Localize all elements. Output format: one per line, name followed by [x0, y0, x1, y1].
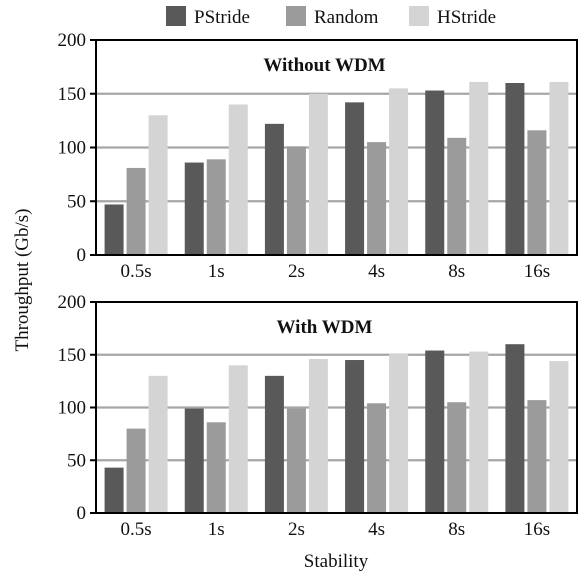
legend: PStride Random HStride	[166, 6, 496, 28]
y-tick-label: 50	[67, 450, 86, 471]
panel-title: Without WDM	[263, 55, 385, 76]
x-tick-label: 0.5s	[121, 519, 152, 540]
bar-random-4s	[367, 142, 387, 255]
legend-swatch-random	[286, 6, 306, 26]
bar-pstride-16s	[505, 344, 525, 513]
bar-random-0-5s	[126, 167, 146, 255]
panel-title: With WDM	[277, 317, 373, 338]
y-tick-label: 100	[58, 398, 87, 419]
y-tick-label: 200	[58, 30, 87, 51]
bar-hstride-16s	[549, 81, 569, 255]
bar-random-8s	[447, 137, 467, 255]
bar-hstride-1s	[228, 104, 248, 255]
y-tick-label: 150	[58, 84, 87, 105]
y-tick-label: 200	[58, 292, 87, 313]
y-tick-label: 0	[77, 245, 87, 266]
bar-hstride-4s	[389, 88, 409, 255]
x-tick-label: 16s	[524, 261, 550, 282]
bar-random-2s	[286, 146, 306, 255]
x-tick-label: 4s	[368, 519, 385, 540]
bar-pstride-4s	[345, 102, 365, 255]
x-tick-label: 2s	[288, 261, 305, 282]
bar-hstride-2s	[308, 93, 328, 255]
bar-pstride-2s	[264, 375, 284, 513]
bar-hstride-1s	[228, 365, 248, 513]
legend-swatch-pstride	[166, 6, 186, 26]
bar-pstride-0-5s	[104, 467, 124, 513]
x-tick-label: 16s	[524, 519, 550, 540]
x-tick-label: 8s	[448, 519, 465, 540]
bar-pstride-2s	[264, 123, 284, 255]
legend-label-pstride: PStride	[194, 7, 250, 28]
panel-with-wdm: 0.5s 1s 2s 4s 8s 16s 0 50 100 150 200 With WDM	[58, 292, 578, 540]
legend-entry-random: Random	[286, 6, 379, 28]
panel-without-wdm: 0.5s 1s 2s 4s 8s 16s 0 50 100 150 200 Without WDM	[58, 30, 578, 282]
bar-random-4s	[367, 403, 387, 513]
bar-hstride-2s	[308, 358, 328, 513]
y-axis-label: Throughput (Gb/s)	[12, 208, 33, 351]
legend-entry-pstride: PStride	[166, 6, 250, 28]
legend-label-hstride: HStride	[437, 7, 496, 28]
y-tick-label: 0	[77, 503, 87, 524]
bar-random-1s	[206, 422, 226, 513]
x-tick-label: 1s	[208, 519, 225, 540]
bar-pstride-4s	[345, 360, 365, 513]
bar-random-16s	[527, 400, 547, 513]
legend-swatch-hstride	[409, 6, 429, 26]
y-tick-label: 100	[58, 138, 87, 159]
bar-random-8s	[447, 402, 467, 513]
bar-random-0-5s	[126, 428, 146, 513]
x-tick-label: 4s	[368, 261, 385, 282]
x-tick-label: 1s	[208, 261, 225, 282]
bar-hstride-8s	[469, 351, 489, 513]
bar-hstride-16s	[549, 361, 569, 513]
legend-label-random: Random	[314, 7, 379, 28]
bar-pstride-16s	[505, 83, 525, 255]
x-tick-label: 8s	[448, 261, 465, 282]
legend-entry-hstride: HStride	[409, 6, 496, 28]
y-tick-label: 50	[67, 191, 86, 212]
y-tick-label: 150	[58, 345, 87, 366]
bar-random-16s	[527, 130, 547, 255]
x-axis-label: Stability	[304, 551, 369, 572]
bar-pstride-8s	[425, 350, 445, 513]
bar-random-2s	[286, 408, 306, 513]
bar-pstride-0-5s	[104, 204, 124, 255]
bar-pstride-1s	[184, 408, 204, 513]
bar-pstride-8s	[425, 90, 445, 256]
bar-hstride-4s	[389, 353, 409, 513]
bar-hstride-0-5s	[148, 115, 168, 255]
bar-pstride-1s	[184, 162, 204, 255]
bar-random-1s	[206, 159, 226, 255]
bar-hstride-0-5s	[148, 375, 168, 513]
x-tick-label: 2s	[288, 519, 305, 540]
bar-hstride-8s	[469, 81, 489, 255]
x-tick-label: 0.5s	[121, 261, 152, 282]
